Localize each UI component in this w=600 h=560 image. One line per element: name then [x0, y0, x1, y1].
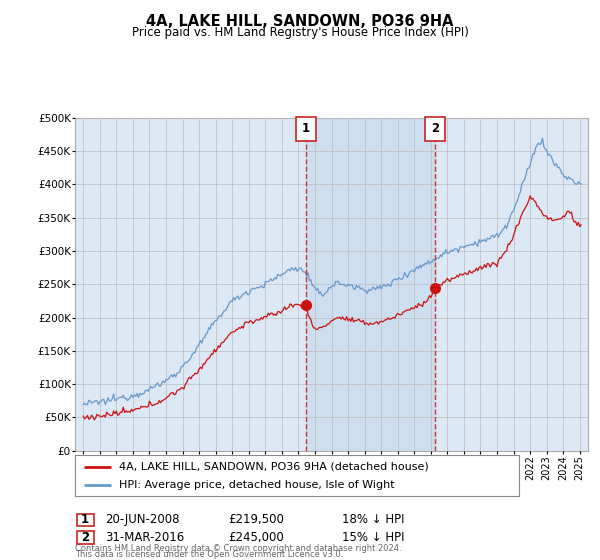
Text: 18% ↓ HPI: 18% ↓ HPI	[342, 513, 404, 526]
Text: 2: 2	[81, 531, 89, 544]
Text: Contains HM Land Registry data © Crown copyright and database right 2024.: Contains HM Land Registry data © Crown c…	[75, 544, 401, 553]
Text: Price paid vs. HM Land Registry's House Price Index (HPI): Price paid vs. HM Land Registry's House …	[131, 26, 469, 39]
Bar	[306, 118, 435, 451]
Text: £219,500: £219,500	[228, 513, 284, 526]
Text: 1: 1	[81, 513, 89, 526]
Text: This data is licensed under the Open Government Licence v3.0.: This data is licensed under the Open Gov…	[75, 550, 343, 559]
Text: 2: 2	[431, 123, 439, 136]
Text: HPI: Average price, detached house, Isle of Wight: HPI: Average price, detached house, Isle…	[119, 480, 395, 490]
Text: 31-MAR-2016: 31-MAR-2016	[105, 531, 184, 544]
Text: 4A, LAKE HILL, SANDOWN, PO36 9HA: 4A, LAKE HILL, SANDOWN, PO36 9HA	[146, 14, 454, 29]
FancyBboxPatch shape	[425, 117, 445, 141]
Text: 1: 1	[302, 123, 310, 136]
Text: 20-JUN-2008: 20-JUN-2008	[105, 513, 179, 526]
Text: 4A, LAKE HILL, SANDOWN, PO36 9HA (detached house): 4A, LAKE HILL, SANDOWN, PO36 9HA (detach…	[119, 461, 429, 472]
Text: £245,000: £245,000	[228, 531, 284, 544]
FancyBboxPatch shape	[296, 117, 316, 141]
Text: 15% ↓ HPI: 15% ↓ HPI	[342, 531, 404, 544]
